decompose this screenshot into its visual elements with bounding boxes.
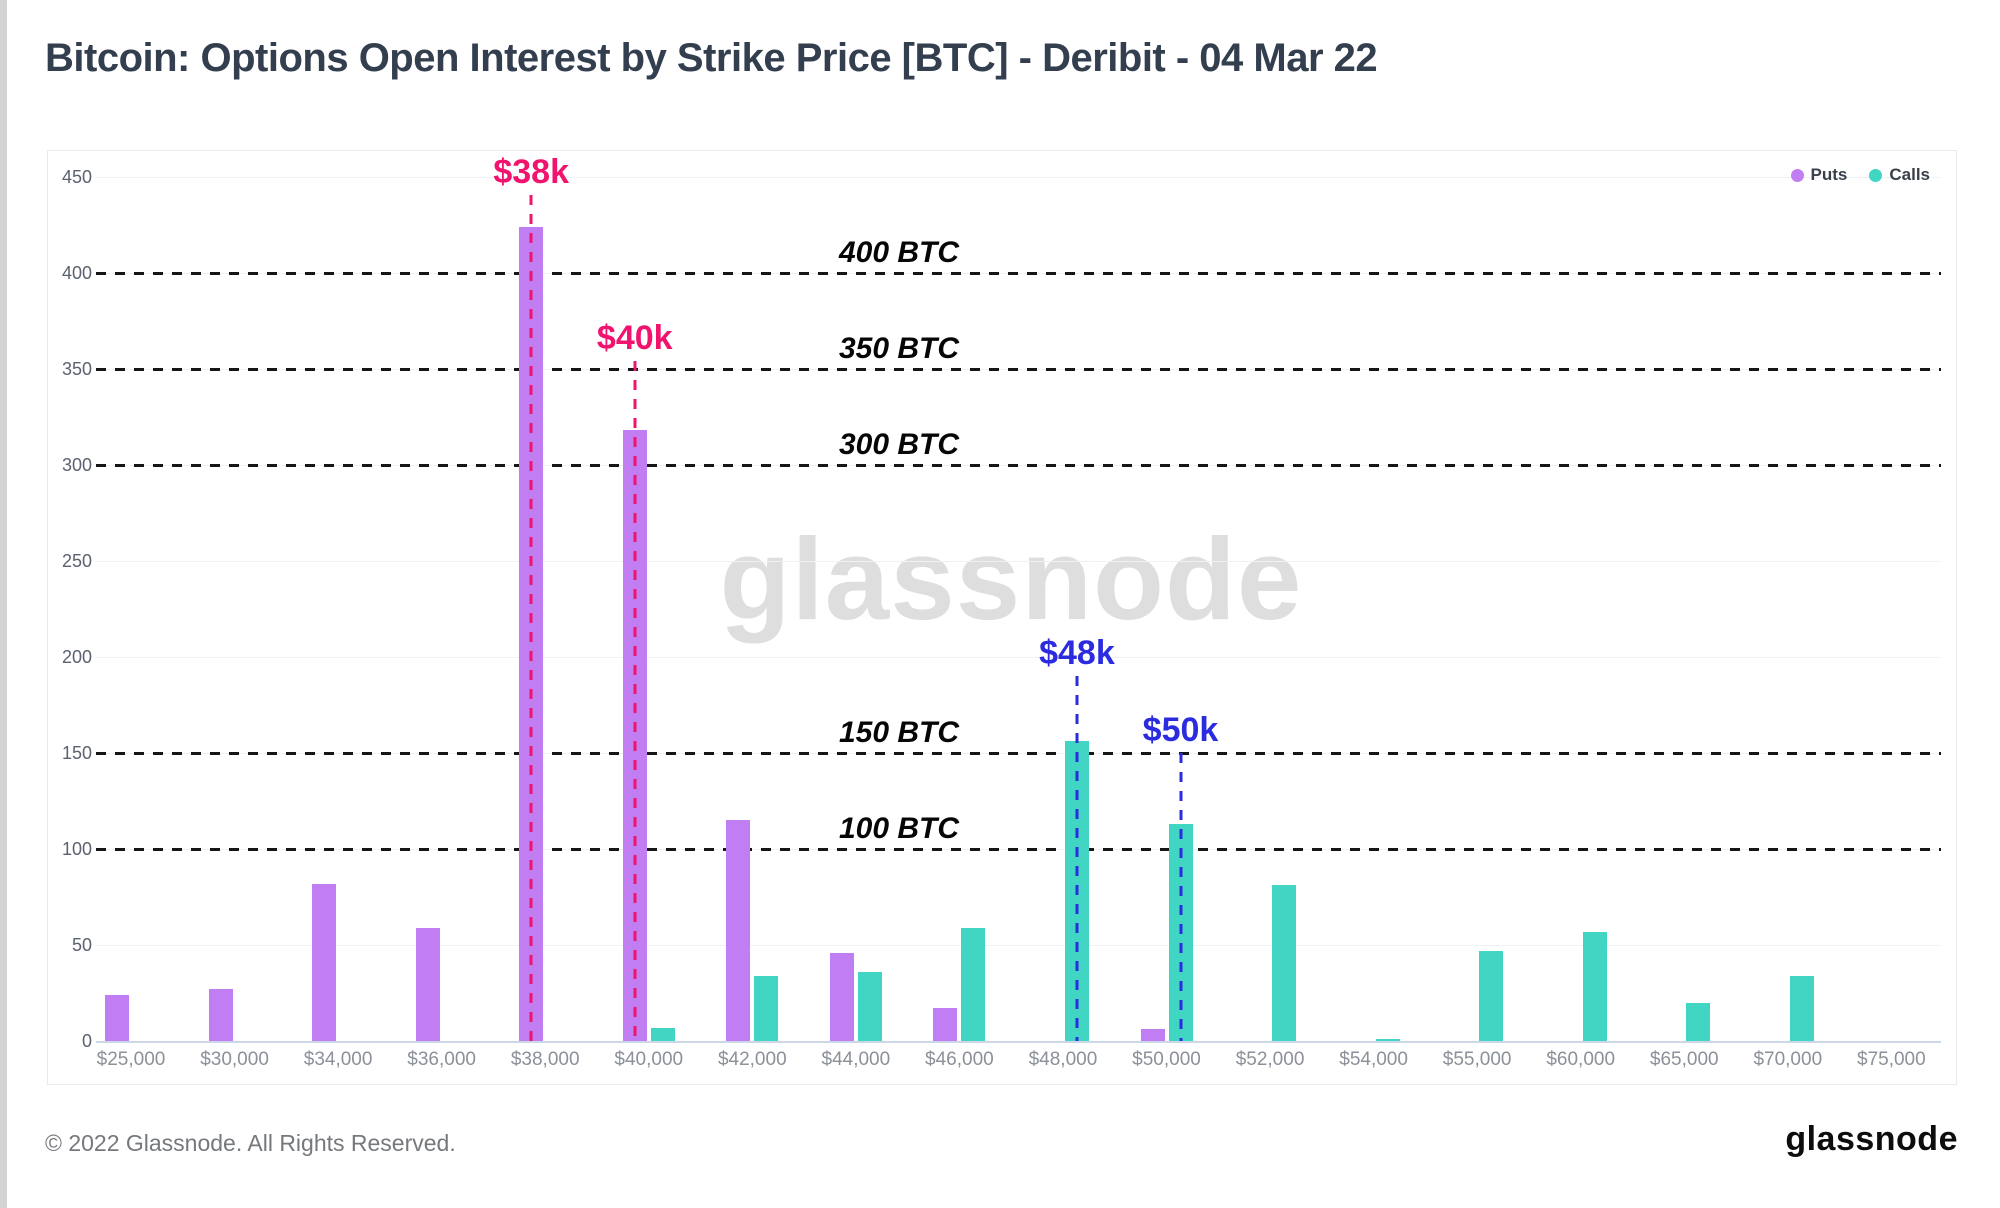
y-axis-tick-label: 300: [61, 455, 92, 475]
call-bar[interactable]: [1479, 950, 1504, 1041]
x-axis-tick-label: $48,000: [1028, 1049, 1098, 1070]
annotation-line: [529, 195, 533, 1041]
put-bar[interactable]: [312, 883, 337, 1041]
watermark: glassnode: [719, 514, 1303, 644]
x-axis-tick-label: $70,000: [1753, 1049, 1823, 1070]
x-axis-tick-label: $54,000: [1339, 1049, 1408, 1070]
legend-item-puts[interactable]: Puts: [1790, 165, 1848, 185]
left-edge-strip: [0, 0, 7, 1208]
call-bar[interactable]: [1375, 1039, 1400, 1041]
x-axis-tick-label: $55,000: [1442, 1049, 1512, 1070]
x-axis-line: [96, 1041, 1941, 1043]
x-axis-tick-label: $46,000: [925, 1049, 994, 1070]
y-axis-tick-label: 200: [61, 647, 92, 667]
legend-dot-icon: [1869, 168, 1883, 182]
y-axis-tick-label: 400: [61, 263, 92, 283]
annotation-label: $40k: [596, 319, 673, 357]
call-bar[interactable]: [1582, 931, 1607, 1041]
y-axis-tick-label: 0: [81, 1031, 92, 1051]
put-bar[interactable]: [1140, 1029, 1165, 1041]
legend-item-calls[interactable]: Calls: [1869, 165, 1930, 185]
brand-logo: glassnode: [1785, 1120, 1958, 1158]
reference-line-150: [96, 752, 1941, 755]
reference-line-label: 400 BTC: [839, 236, 960, 269]
y-axis-tick-label: 50: [71, 935, 92, 955]
put-bar[interactable]: [726, 820, 751, 1041]
put-bar[interactable]: [415, 927, 440, 1041]
x-axis-tick-label: $34,000: [303, 1049, 373, 1070]
put-bar[interactable]: [105, 994, 129, 1041]
y-axis-tick-label: 100: [61, 839, 92, 859]
put-bar[interactable]: [829, 952, 854, 1041]
x-axis-tick-label: $52,000: [1235, 1049, 1305, 1070]
legend: Puts Calls: [1790, 165, 1930, 185]
annotation-line: [1075, 676, 1079, 1041]
legend-label: Puts: [1810, 165, 1848, 184]
reference-line-label: 100 BTC: [839, 812, 960, 845]
x-axis-tick-label: $75,000: [1857, 1049, 1926, 1070]
call-bar[interactable]: [857, 971, 882, 1041]
put-bar[interactable]: [208, 989, 233, 1041]
y-axis-tick-label: 450: [61, 167, 92, 187]
legend-label: Calls: [1889, 165, 1930, 184]
annotation-line: [1179, 753, 1182, 1041]
x-axis-tick-label: $44,000: [821, 1049, 891, 1070]
x-axis-tick-label: $38,000: [510, 1049, 580, 1070]
chart-panel: glassnode 0 50 100 150 200 250 300 350 400 450 400…: [47, 150, 1957, 1085]
gridline-y-200: [96, 657, 1941, 658]
call-bar[interactable]: [650, 1027, 675, 1041]
gridline-y-50: [96, 945, 1941, 946]
call-bar[interactable]: [961, 927, 986, 1041]
x-axis-tick-label: $36,000: [407, 1049, 476, 1070]
y-axis-tick-label: 150: [61, 743, 92, 763]
reference-line-400: [96, 272, 1941, 275]
reference-line-label: 350 BTC: [839, 332, 960, 365]
x-axis-tick-label: $25,000: [96, 1049, 166, 1070]
plot-area: 0 50 100 150 200 250 300 350 400 450 400 BTC 350 BT…: [48, 151, 1956, 1084]
x-axis-tick-label: $60,000: [1546, 1049, 1616, 1070]
annotation-label: $50k: [1142, 711, 1219, 749]
gridline-y-450: [96, 177, 1941, 178]
annotation-label: $38k: [493, 153, 570, 191]
call-bar[interactable]: [1789, 975, 1814, 1041]
y-axis-tick-label: 350: [61, 359, 92, 379]
copyright-text: © 2022 Glassnode. All Rights Reserved.: [45, 1130, 456, 1156]
reference-line-label: 150 BTC: [839, 716, 960, 749]
legend-dot-icon: [1790, 168, 1804, 182]
x-axis-tick-label: $65,000: [1649, 1049, 1719, 1070]
x-axis-tick-label: $40,000: [614, 1049, 684, 1070]
annotation-line: [633, 361, 637, 1041]
put-bar[interactable]: [933, 1008, 958, 1041]
chart-title: Bitcoin: Options Open Interest by Strike…: [45, 36, 1378, 80]
x-axis-tick-label: $42,000: [717, 1049, 787, 1070]
call-bar[interactable]: [1272, 885, 1297, 1041]
call-bar[interactable]: [1686, 1002, 1711, 1041]
reference-line-300: [96, 464, 1941, 467]
y-axis-tick-label: 250: [61, 551, 92, 571]
x-axis-tick-label: $30,000: [200, 1049, 269, 1070]
reference-line-100: [96, 848, 1941, 851]
reference-line-350: [96, 368, 1941, 371]
annotation-label: $48k: [1039, 634, 1115, 672]
reference-line-label: 300 BTC: [839, 428, 960, 461]
gridline-y-250: [96, 561, 1941, 562]
x-axis-tick-label: $50,000: [1132, 1049, 1201, 1070]
call-bar[interactable]: [754, 975, 779, 1041]
